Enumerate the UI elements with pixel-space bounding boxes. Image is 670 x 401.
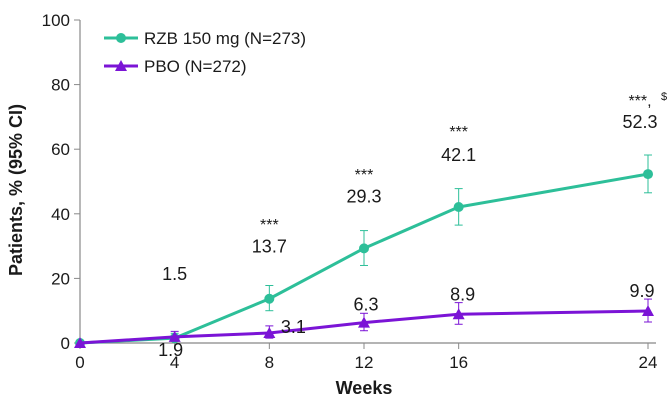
y-tick-label: 80 [51,76,70,95]
data-point-rzb [359,243,369,254]
x-tick-label: 24 [639,353,658,372]
data-label-rzb: 42.1 [441,145,476,165]
data-label-rzb: 29.3 [346,186,381,206]
y-tick-label: 20 [51,269,70,288]
x-tick-label: 4 [170,353,179,372]
data-point-pbo [168,330,181,342]
x-tick-label: 16 [449,353,468,372]
y-tick-label: 0 [61,334,70,353]
data-label-pbo: 3.1 [281,317,306,337]
x-tick-label: 12 [355,353,374,372]
data-point-rzb [264,293,275,304]
legend-swatch-pbo-marker [115,60,127,71]
y-tick-label: 100 [42,11,70,30]
data-point-pbo [358,316,370,328]
legend: RZB 150 mg (N=273) PBO (N=272) [104,29,306,76]
data-label-rzb: 52.3 [622,112,657,132]
data-label-pbo: 6.3 [353,295,378,315]
legend-swatch-rzb-marker [116,33,126,43]
x-axis-title: Weeks [336,378,393,398]
data-labels: 1.5 13.7 29.3 42.1 52.3 1.9 3.1 6.3 8.9 9.9 [158,112,657,360]
series-line-pbo [79,309,649,345]
significance-marker: ***, [628,93,651,110]
x-axis-ticks: 0 4 8 12 16 24 [75,343,657,372]
data-label-pbo: 9.9 [629,281,654,301]
data-point-pbo [642,305,654,317]
significance-markers: *** *** *** ***, $ [260,91,667,234]
legend-label-rzb: RZB 150 mg (N=273) [144,29,306,48]
data-label-rzb: 1.5 [162,264,187,284]
y-tick-label: 60 [51,140,70,159]
data-label-pbo: 8.9 [450,284,475,304]
data-point-pbo [263,326,276,338]
legend-label-pbo: PBO (N=272) [144,57,247,76]
data-point-pbo [452,308,465,320]
axes [79,20,656,344]
series-layer [74,154,654,348]
significance-marker: *** [449,124,468,141]
x-tick-label: 0 [75,353,84,372]
data-point-pbo [74,337,86,348]
y-axis-title: Patients, % (95% CI) [6,104,26,276]
data-point-rzb [453,202,464,213]
data-label-pbo: 1.9 [158,340,183,360]
significance-superscript: $ [661,91,667,103]
significance-marker: *** [260,217,279,234]
series-pbo [74,298,654,348]
data-point-rzb [643,169,653,180]
y-axis-ticks: 0 20 40 60 80 100 [42,11,80,353]
y-tick-label: 40 [51,205,70,224]
x-tick-label: 8 [265,353,274,372]
significance-marker: *** [355,167,374,184]
data-label-rzb: 13.7 [252,237,287,257]
